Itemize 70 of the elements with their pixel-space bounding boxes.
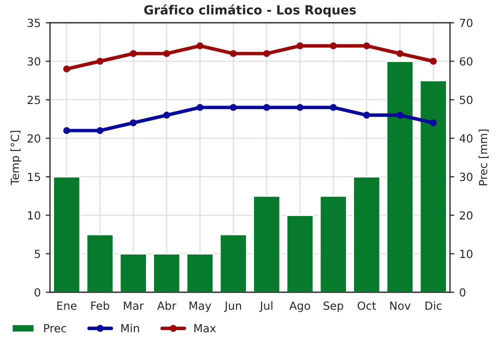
point <box>230 50 237 58</box>
point <box>63 127 70 134</box>
bar <box>286 214 314 292</box>
chart-title: Gráfico climático - Los Roques <box>144 4 356 18</box>
point <box>130 50 137 58</box>
bar <box>119 253 148 292</box>
bar <box>86 234 114 292</box>
point <box>230 104 237 111</box>
y2-tick-label: 0 <box>460 288 466 297</box>
bar <box>352 176 381 292</box>
bar <box>319 195 348 292</box>
bar <box>386 60 414 292</box>
point <box>196 104 204 111</box>
point <box>263 50 270 58</box>
point <box>430 119 437 126</box>
y-tick-label: 5 <box>34 250 40 258</box>
y2-tick-label: 20 <box>460 211 472 220</box>
legend-label: Prec <box>44 324 66 332</box>
point <box>196 42 204 50</box>
point <box>430 58 437 65</box>
x-tick-label: Ago <box>289 302 310 312</box>
x-tick-label: May <box>190 302 212 312</box>
y2-tick-label: 60 <box>460 57 472 66</box>
point <box>96 58 104 65</box>
y2-axis-title: Prec [mm] <box>478 130 489 186</box>
y-tick-label: 0 <box>34 288 40 297</box>
point <box>363 112 370 119</box>
legend-label: Min <box>121 324 139 332</box>
y2-tick-label: 50 <box>460 96 472 104</box>
y-tick-label: 10 <box>28 211 40 220</box>
point <box>163 50 170 58</box>
x-tick-label: Sep <box>324 301 344 312</box>
y-tick-label: 15 <box>28 172 40 182</box>
x-tick-label: Ene <box>57 302 77 310</box>
point <box>396 112 404 119</box>
y2-tick-label: 10 <box>460 250 472 258</box>
point <box>330 104 337 111</box>
x-tick-label: Abr <box>157 301 176 310</box>
x-tick-label: Jun <box>224 302 242 312</box>
y2-tick-label: 40 <box>460 134 472 143</box>
bar <box>219 234 248 292</box>
point <box>163 112 170 119</box>
y2-tick-label: 70 <box>460 18 472 28</box>
bar <box>252 195 281 292</box>
x-tick-label: Jul <box>259 301 272 312</box>
point <box>63 65 70 72</box>
bar <box>186 253 214 292</box>
point <box>363 42 370 50</box>
legend-label: Max <box>194 324 216 332</box>
y-axis-title: Temp [°C] <box>10 130 22 186</box>
x-tick-label: Nov <box>390 302 411 310</box>
y-tick-label: 35 <box>28 18 40 28</box>
point <box>330 42 337 50</box>
y-tick-label: 30 <box>28 57 40 66</box>
bar <box>152 253 181 292</box>
point <box>130 119 137 126</box>
point <box>96 127 104 134</box>
point <box>296 104 304 111</box>
x-tick-label: Mar <box>124 302 144 310</box>
bar <box>419 80 448 292</box>
y2-tick-label: 30 <box>460 172 472 182</box>
bar <box>52 176 81 292</box>
y-tick-label: 25 <box>28 96 40 104</box>
y-tick-label: 20 <box>28 134 40 143</box>
point <box>396 50 404 58</box>
x-tick-label: Oct <box>358 301 376 310</box>
x-tick-label: Feb <box>91 301 110 310</box>
point <box>296 42 304 50</box>
x-tick-label: Dic <box>426 301 442 310</box>
point <box>263 104 270 111</box>
